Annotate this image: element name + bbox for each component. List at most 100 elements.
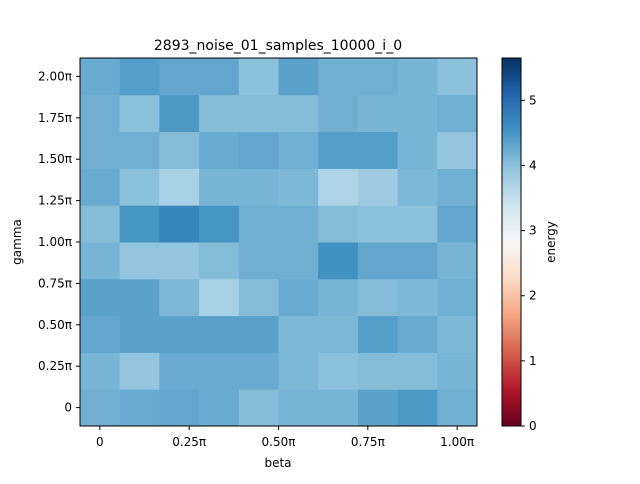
heatmap-cell [119,389,160,427]
chart-title: 2893_noise_01_samples_10000_i_0 [154,38,402,54]
heatmap-cell [119,58,160,96]
heatmap-cell [159,168,200,206]
heatmap-cell [159,352,200,390]
colorbar-tick-label: 5 [529,93,537,107]
heatmap-cell [357,205,399,243]
heatmap-cell [238,94,279,133]
heatmap-cell [119,278,160,317]
y-tick-label: 1.50π [38,152,72,166]
heatmap-cell [119,315,160,353]
heatmap-cell [397,389,438,427]
x-tick-label: 0 [96,435,104,449]
y-tick-label: 0.50π [38,318,72,332]
heatmap-cell [80,94,121,133]
heatmap-cell [80,352,121,390]
heatmap-cell [318,94,359,133]
x-tick-label: 1.00π [440,435,474,449]
heatmap-cell [278,131,319,169]
x-tick-label: 0.75π [351,435,385,449]
heatmap-cell [159,205,200,243]
colorbar-label: energy [544,221,558,263]
heatmap-cell [238,205,279,243]
colorbar-tick-label: 2 [529,289,537,303]
x-tick-label: 0.50π [262,435,296,449]
heatmap-cell [80,278,121,317]
heatmap-cell [278,315,319,353]
heatmap-cell [437,131,478,169]
heatmap-cell [159,94,200,133]
heatmap-cell [318,352,359,390]
heatmap-cell [238,389,279,427]
heatmap-cell [80,389,121,427]
heatmap-cell [159,278,200,317]
colorbar-tick-label: 3 [529,224,537,238]
heatmap-cell [278,94,319,133]
heatmap-cell [80,131,121,169]
heatmap-cell [159,131,200,169]
heatmap-cell [437,315,478,353]
heatmap-cell [80,315,121,353]
heatmap-cell [318,389,359,427]
heatmap-cell [357,131,399,169]
heatmap-cell [357,389,399,427]
heatmap-cell [397,315,438,353]
heatmap-cell [437,205,478,243]
heatmap-cell [159,315,200,353]
heatmap-cell [278,205,319,243]
colorbar-tick-label: 4 [529,158,537,172]
heatmap-cell [278,168,319,206]
heatmap-cell [199,352,240,390]
heatmap-cell [278,242,319,280]
heatmap-cell [397,131,438,169]
y-axis-ticks: 0 0.25π 0.50π 0.75π 1.00π 1.25π 1.50π 1.75π 2.00… [38,69,80,415]
x-tick-label: 0.25π [172,435,206,449]
heatmap-cell [397,278,438,317]
heatmap-cell [159,242,200,280]
heatmap-cell [238,315,279,353]
heatmap-cell [119,94,160,133]
heatmap-cell [159,389,200,427]
heatmap-cell [278,389,319,427]
colorbar-tick-label: 1 [529,354,537,368]
heatmap-cell [80,168,121,206]
x-axis-ticks: 0 0.25π 0.50π 0.75π 1.00π [96,426,474,449]
heatmap-cell [397,205,438,243]
y-tick-label: 0.75π [38,276,72,290]
heatmap-cell [357,278,399,317]
heatmap-cell [318,131,359,169]
heatmap-cell [397,352,438,390]
heatmap-cell [199,205,240,243]
y-tick-label: 1.25π [38,194,72,208]
heatmap-cell [278,58,319,96]
heatmap-cell [238,168,279,206]
x-axis-label: beta [264,456,291,470]
heatmap-cell [238,58,279,96]
heatmap-cell [199,131,240,169]
heatmap-cell [437,168,478,206]
heatmap-cell [199,242,240,280]
heatmap-cell [357,352,399,390]
heatmap-cell [318,278,359,317]
heatmap-cell [357,242,399,280]
y-axis-label: gamma [10,219,24,265]
heatmap-cell [199,389,240,427]
heatmap-cell [397,242,438,280]
y-tick-label: 0 [64,401,72,415]
heatmap-cell [437,94,478,133]
heatmap-cell [238,242,279,280]
heatmap-cell [238,352,279,390]
heatmap-cell [318,58,359,96]
heatmap-cell [199,168,240,206]
colorbar-ticks: 0 1 2 3 4 5 [521,93,537,433]
heatmap-cell [199,58,240,96]
heatmap-cell [80,242,121,280]
heatmap-cell [238,131,279,169]
y-tick-label: 2.00π [38,69,72,83]
heatmap-cell [119,131,160,169]
heatmap-cell [119,242,160,280]
y-tick-label: 1.75π [38,111,72,125]
heatmap-cell [437,242,478,280]
y-tick-label: 0.25π [38,359,72,373]
heatmap-cell [397,168,438,206]
